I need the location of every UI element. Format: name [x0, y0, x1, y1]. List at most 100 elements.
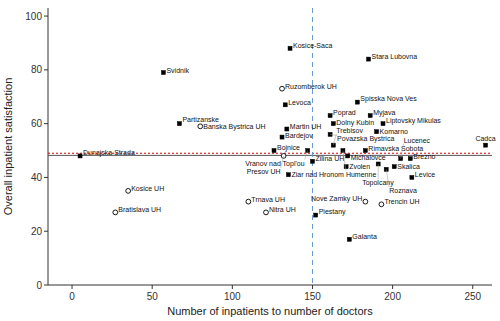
- x-axis-line: [48, 285, 492, 286]
- point-label: Ruzomberok UH: [285, 83, 337, 90]
- x-tick: [312, 285, 313, 289]
- point: [280, 135, 284, 139]
- x-tick: [232, 285, 233, 289]
- point: [246, 199, 251, 204]
- y-tick: [44, 69, 48, 70]
- point-label: Bratislava UH: [118, 206, 161, 213]
- y-tick-label: 80: [31, 64, 43, 75]
- point: [78, 154, 82, 158]
- x-tick-label: 50: [147, 291, 159, 302]
- x-tick-label: 150: [304, 291, 321, 302]
- y-tick-label: 0: [36, 280, 42, 291]
- point-label: Ziar nad Hronom: [291, 171, 344, 178]
- point-label: Bardejov: [285, 132, 313, 140]
- point: [344, 165, 348, 169]
- reference-line: [312, 8, 313, 285]
- point-label: Komarno: [380, 128, 409, 135]
- y-tick-label: 60: [31, 118, 43, 129]
- point: [346, 154, 350, 158]
- point-label: Levice: [415, 171, 435, 178]
- point-label: Levoca: [288, 99, 311, 106]
- x-axis-label: Number of inpatients to number of doctor…: [167, 305, 373, 317]
- point-label: Povazska Bystrica: [337, 135, 394, 143]
- label-leader: [343, 151, 346, 171]
- x-tick-label: 250: [464, 291, 481, 302]
- point-label: Piestany: [319, 208, 346, 216]
- point-label: Trencin UH: [384, 198, 419, 205]
- point-label: Kosice UH: [131, 185, 164, 192]
- point: [363, 149, 367, 153]
- point: [288, 46, 292, 50]
- point: [198, 124, 203, 129]
- point-label: Kosice-Saca: [293, 42, 332, 49]
- y-tick: [44, 177, 48, 178]
- series: [78, 46, 488, 241]
- point-label: Brezno: [413, 153, 435, 160]
- point: [367, 57, 371, 61]
- point: [283, 103, 287, 107]
- point: [484, 143, 488, 147]
- point-label: Trnava UH: [251, 196, 285, 203]
- y-tick: [44, 231, 48, 232]
- label-leader: [386, 169, 389, 187]
- point-label: Rimavska Sobota: [368, 145, 423, 152]
- point-label: Trebisov: [336, 127, 363, 134]
- point-label: Galanta: [352, 233, 377, 240]
- point: [161, 71, 165, 75]
- point-label: Cadca: [475, 135, 495, 142]
- point: [314, 213, 318, 217]
- x-tick: [472, 285, 473, 289]
- x-tick-label: 0: [69, 291, 75, 302]
- point-label: Liptovsky Mikulas: [386, 117, 441, 125]
- series: [113, 86, 384, 215]
- point: [355, 100, 359, 104]
- point-label: Banska Bystrica UH: [203, 123, 265, 131]
- point-labels: SvidnikPartizanskeDunajska StradaKosice-…: [83, 42, 496, 240]
- point-label: Vranov nad Topl'ou: [245, 160, 304, 168]
- point-label: Poprad: [333, 109, 356, 117]
- point-label: Spisska Nova Ves: [360, 95, 417, 103]
- x-tick-label: 100: [224, 291, 241, 302]
- point-label: Presov UH: [247, 168, 281, 175]
- y-tick: [44, 16, 48, 17]
- point-label: Skalica: [397, 163, 420, 170]
- y-tick: [44, 285, 48, 286]
- point: [363, 199, 368, 204]
- y-axis-label: Overall inpatient satisfaction: [2, 78, 14, 216]
- point: [272, 149, 276, 153]
- point: [328, 114, 332, 118]
- point: [264, 210, 269, 215]
- point-label: Myjava: [373, 109, 395, 117]
- point-label: Bojnice: [277, 144, 300, 152]
- y-tick-label: 40: [31, 172, 43, 183]
- point: [392, 165, 396, 169]
- point: [410, 175, 414, 179]
- point-label: Lucenec: [404, 137, 431, 144]
- label-leader: [281, 156, 284, 168]
- point-label: Zilina UH: [315, 155, 344, 162]
- label-leader: [333, 134, 336, 145]
- point: [113, 210, 118, 215]
- chart: 0 50 100 150 200 250 0 20 40 60 80 100 Number of inp…: [0, 0, 500, 321]
- point: [381, 122, 385, 126]
- point-label: Martin UH: [290, 123, 322, 130]
- x-tick: [392, 285, 393, 289]
- point: [375, 130, 379, 134]
- point: [285, 127, 289, 131]
- label-leader: [378, 164, 379, 179]
- label-leader: [401, 144, 404, 159]
- x-tick-label: 200: [384, 291, 401, 302]
- point-label: Dunajska Strada: [83, 149, 135, 157]
- y-tick-label: 100: [25, 11, 42, 22]
- y-tick-label: 20: [31, 226, 43, 237]
- point: [310, 159, 314, 163]
- point: [177, 122, 181, 126]
- point: [347, 237, 351, 241]
- x-tick: [152, 285, 153, 289]
- point: [379, 202, 384, 207]
- label-leader: [305, 151, 308, 160]
- point-label: Svidnik: [166, 67, 189, 74]
- axes: 0 50 100 150 200 250 0 20 40 60 80 100: [25, 8, 492, 302]
- point: [126, 188, 131, 193]
- point-label: Stara Lubovna: [372, 53, 418, 60]
